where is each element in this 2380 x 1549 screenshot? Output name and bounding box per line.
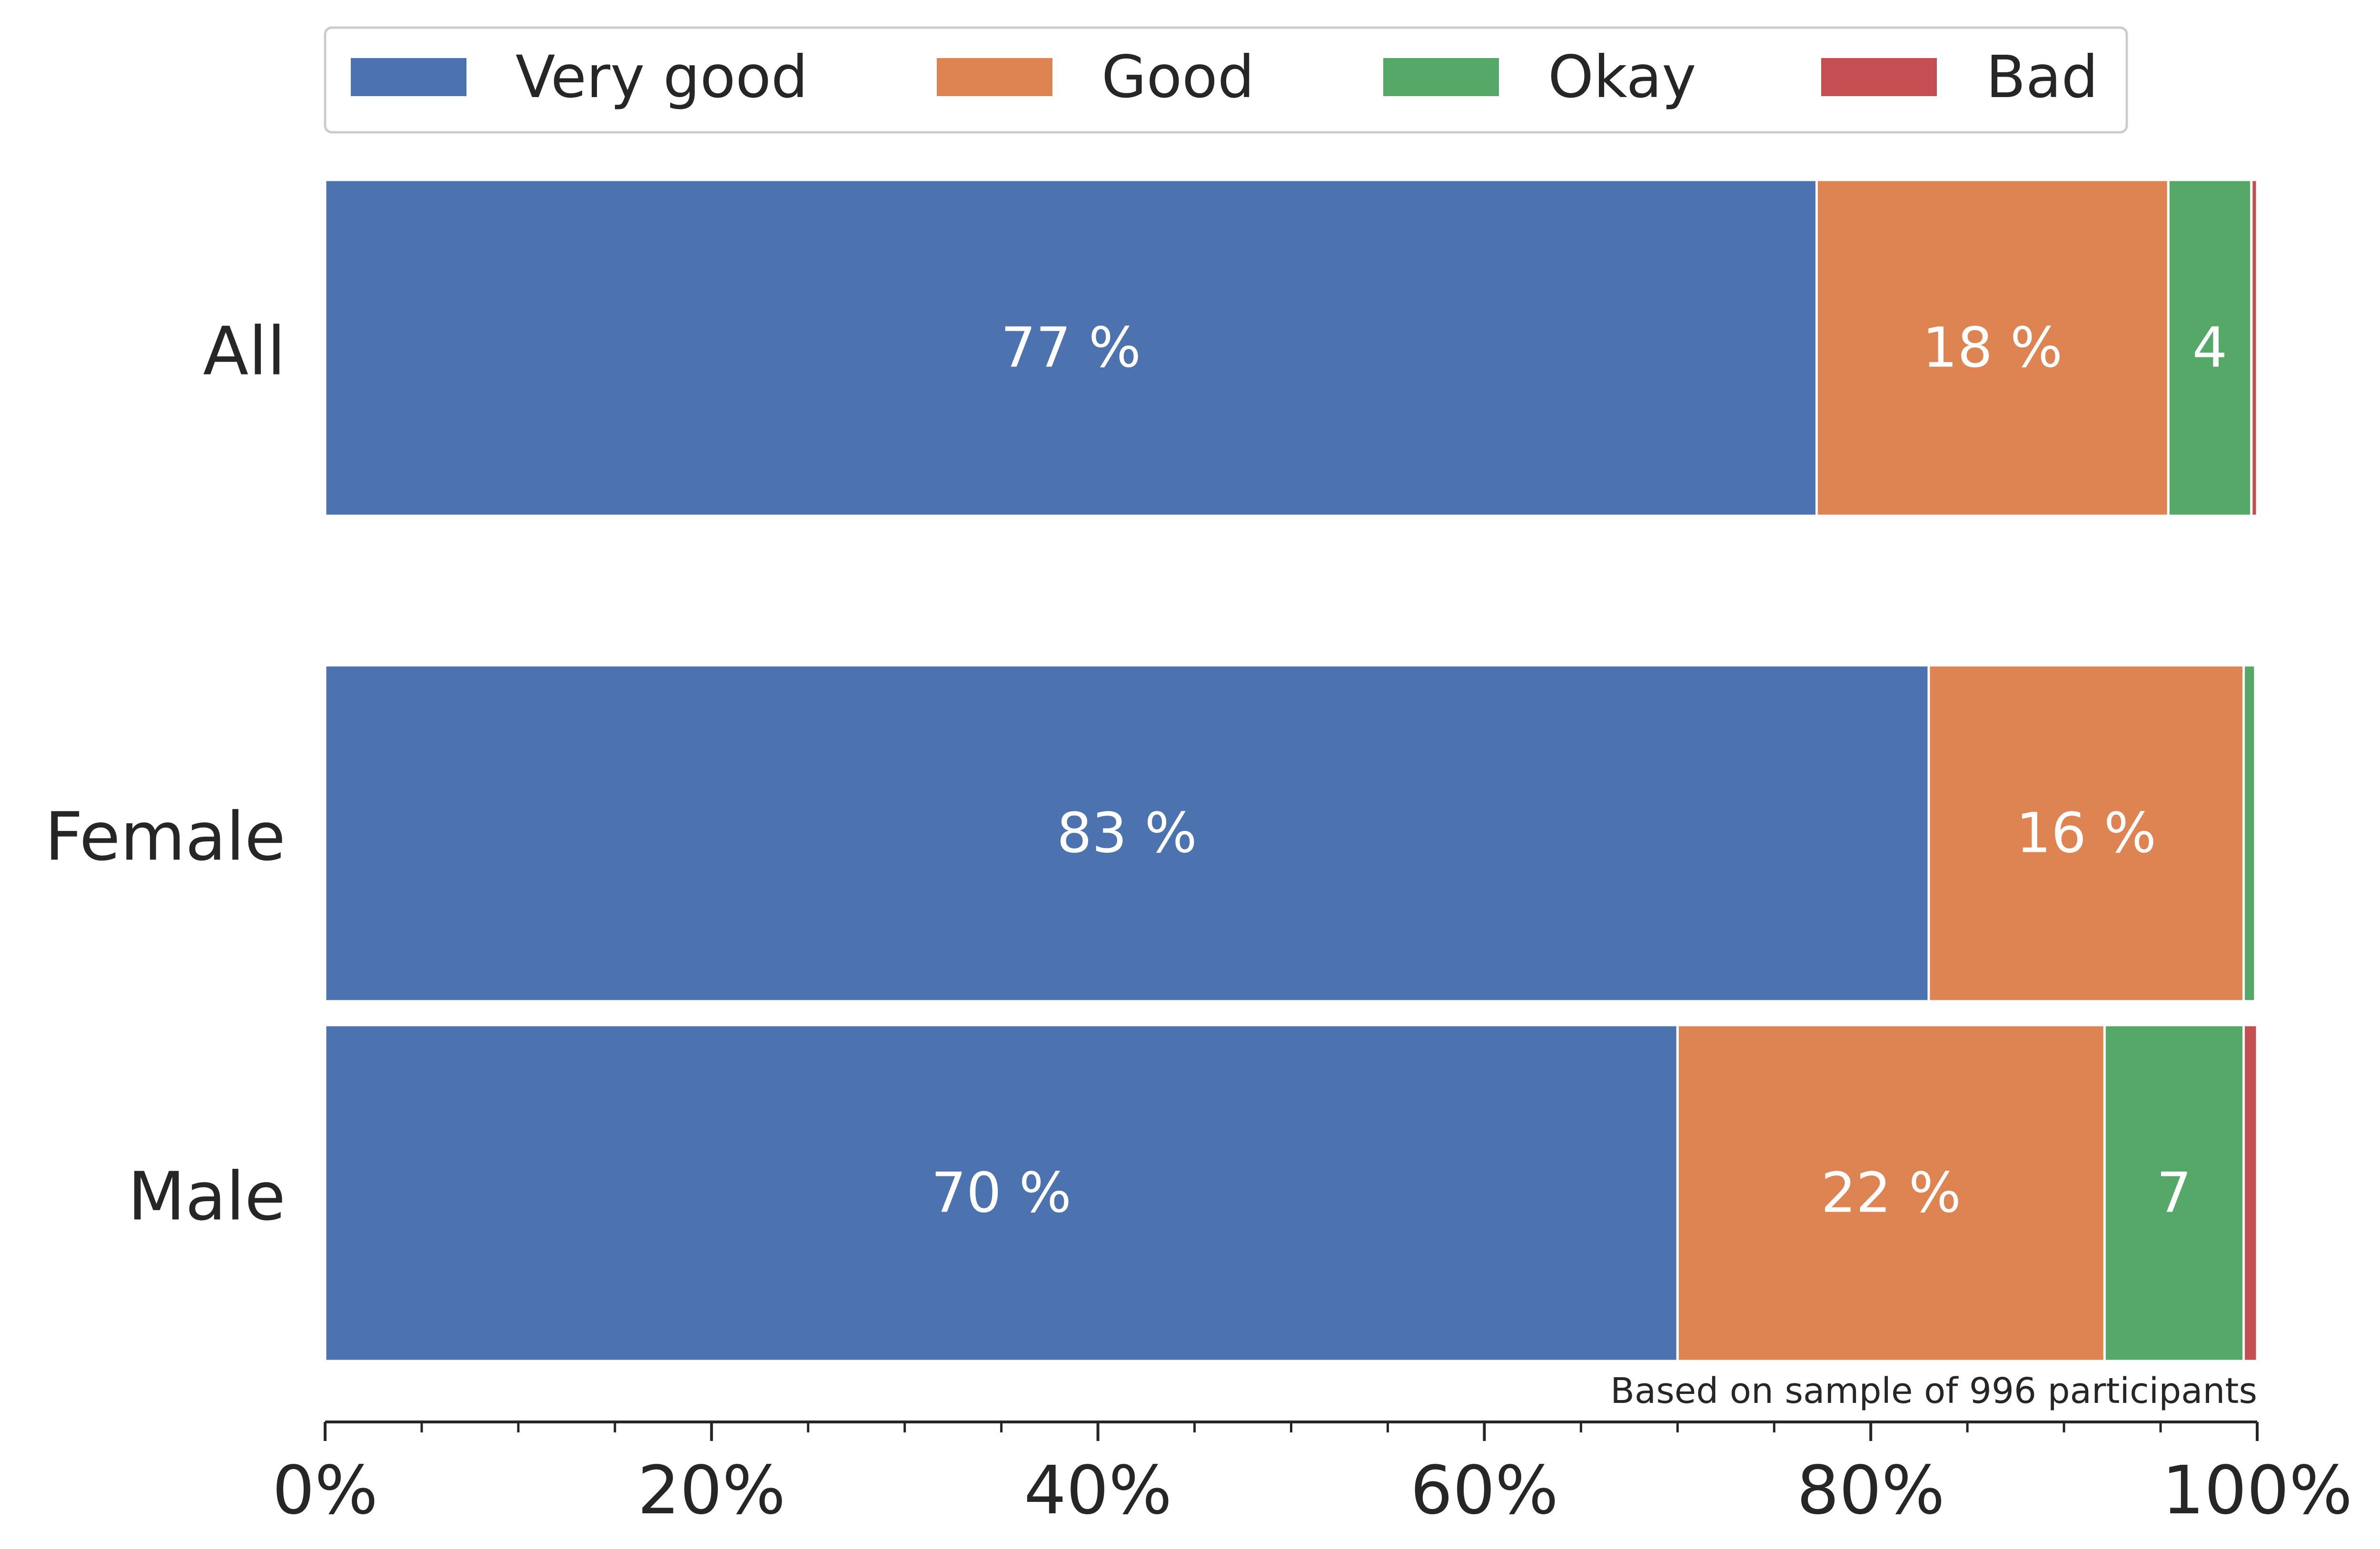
bar-label-all-good: 18 % bbox=[1923, 316, 2063, 380]
category-labels: All Female Male bbox=[45, 313, 286, 1236]
bars: 77 % 18 % 4 83 % 16 % 70 % 22 % 7 bbox=[324, 178, 2259, 1362]
bar-female-bad bbox=[2254, 664, 2259, 1003]
bar-label-male-very-good: 70 % bbox=[931, 1161, 1071, 1225]
bar-label-all-okay: 4 bbox=[2192, 316, 2228, 380]
legend-swatch-bad bbox=[1821, 58, 1937, 96]
legend: Very good Good Okay Bad bbox=[324, 26, 2128, 134]
x-tick-label-80: 80% bbox=[1797, 1452, 1945, 1529]
bar-label-male-okay: 7 bbox=[2157, 1161, 2192, 1225]
bar-all-bad bbox=[2250, 178, 2259, 517]
bar-label-female-very-good: 83 % bbox=[1057, 801, 1197, 866]
legend-label-good: Good bbox=[1101, 43, 1254, 111]
bar-label-all-very-good: 77 % bbox=[1001, 316, 1141, 380]
x-tick-label-60: 60% bbox=[1410, 1452, 1558, 1529]
bar-male-bad bbox=[2242, 1024, 2259, 1362]
bar-all-very-good bbox=[324, 178, 1818, 517]
legend-label-okay: Okay bbox=[1548, 43, 1696, 111]
bar-male-good bbox=[1676, 1024, 2106, 1362]
bar-label-male-good: 22 % bbox=[1821, 1161, 1961, 1225]
legend-label-very-good: Very good bbox=[516, 43, 808, 111]
bar-male-okay bbox=[2103, 1024, 2245, 1362]
x-tick-label-100: 100% bbox=[2162, 1452, 2352, 1529]
x-axis: 0% 20% 40% 60% 80% 100% bbox=[272, 1421, 2352, 1529]
bar-label-female-good: 16 % bbox=[2016, 801, 2156, 866]
legend-swatch-okay bbox=[1383, 58, 1499, 96]
category-label-male: Male bbox=[128, 1158, 286, 1236]
x-tick-label-40: 40% bbox=[1024, 1452, 1172, 1529]
bar-female-very-good bbox=[324, 664, 1930, 1003]
bar-female-good bbox=[1927, 664, 2245, 1003]
legend-swatch-very-good bbox=[351, 58, 466, 96]
bar-male-very-good bbox=[324, 1024, 1679, 1362]
bar-all-good bbox=[1815, 178, 2170, 517]
bar-female-okay bbox=[2242, 664, 2257, 1003]
x-tick-label-0: 0% bbox=[272, 1452, 378, 1529]
legend-swatch-good bbox=[937, 58, 1052, 96]
bar-all-okay bbox=[2167, 178, 2253, 517]
x-tick-label-20: 20% bbox=[637, 1452, 785, 1529]
category-label-female: Female bbox=[45, 799, 286, 876]
category-label-all: All bbox=[203, 313, 286, 391]
legend-label-bad: Bad bbox=[1986, 43, 2098, 111]
sample-note: Based on sample of 996 participants bbox=[1610, 1371, 2257, 1411]
legend-frame bbox=[324, 26, 2128, 134]
